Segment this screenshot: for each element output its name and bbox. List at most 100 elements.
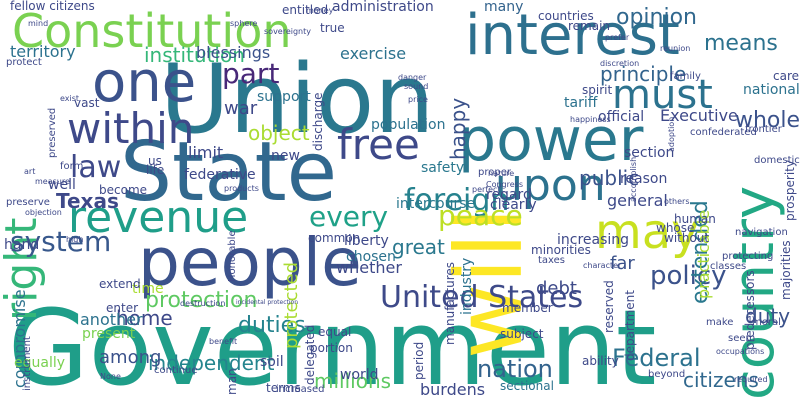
word-peace: peace [438, 199, 523, 232]
word-home: home [116, 306, 173, 330]
word-state: State [120, 125, 338, 220]
word-present: present [82, 326, 136, 342]
word-confederated: confederated [690, 127, 757, 138]
word-far: far [610, 253, 635, 274]
word-national: national [743, 82, 800, 98]
word-prosperity: prosperity [783, 160, 797, 221]
word-whether: whether [336, 258, 402, 277]
word-without: without [664, 231, 710, 245]
word-spirit: spirit [582, 83, 613, 97]
word-among: among [99, 347, 162, 368]
word-remain: remain [568, 19, 611, 33]
word-extend: extend [99, 277, 141, 291]
word-regard: regard [486, 187, 532, 203]
word-exercise: exercise [340, 44, 407, 63]
word-united-states: United States [380, 280, 584, 315]
word-federative: federative [184, 167, 256, 183]
word-portion: portion [310, 341, 353, 355]
word-benefit: benefit [209, 337, 238, 346]
word-form: form [60, 161, 84, 172]
word-protect: protect [6, 57, 42, 68]
word-beyond: beyond [648, 369, 686, 380]
word-fellow-citizens: fellow citizens [10, 0, 95, 13]
word-may: may [595, 204, 700, 260]
word-duties: duties [238, 313, 306, 338]
word-make: make [706, 317, 734, 328]
word-danger: danger [398, 73, 427, 82]
word-increasing: increasing [557, 232, 630, 248]
word-character: character [583, 261, 622, 270]
word-administration: administration [332, 0, 434, 15]
word-moral: moral [752, 317, 781, 328]
word-adoption: adoption [667, 116, 676, 152]
word-minorities: minorities [531, 243, 591, 257]
word-another: another [80, 310, 143, 329]
word-vast: vast [74, 96, 100, 110]
word-man: man [225, 368, 239, 395]
word-human: human [674, 212, 716, 226]
word-hand: hand [4, 237, 40, 253]
word-free: free [337, 120, 420, 169]
word-enter: enter [106, 301, 139, 315]
word-debt: debt [536, 278, 577, 299]
word-instrument: instrument [22, 336, 33, 391]
word-frontier: frontier [745, 124, 782, 135]
word-section: section [624, 145, 675, 161]
word-millions: millions [314, 369, 392, 393]
word-protecting: protecting [722, 251, 774, 262]
word-sphere: sphere [230, 19, 258, 28]
word-others: others [664, 197, 690, 206]
word-law: law [70, 150, 122, 185]
word-terms: terms [266, 381, 301, 395]
word-intercourse: intercourse [396, 196, 476, 212]
word-countries: countries [538, 9, 594, 23]
word-occupations: occupations [716, 347, 765, 356]
word-whole: whole [735, 108, 800, 133]
word-perfect: perfect [472, 185, 501, 194]
word-general: general [607, 191, 668, 210]
word-exist: exist [60, 94, 80, 103]
word-safety: safety [421, 160, 465, 176]
word-revenue: revenue [68, 192, 249, 243]
word-tariff: tariff [564, 95, 598, 111]
word-within: within [67, 104, 195, 153]
word-congress: Congress [486, 180, 523, 189]
word-navigation: navigation [735, 227, 788, 238]
word-common: common [308, 231, 361, 245]
word-period: period [412, 341, 426, 380]
word-one: one [92, 50, 197, 115]
word-chosen: chosen [346, 249, 396, 265]
word-money: money [306, 6, 334, 15]
word-texas: Texas [56, 189, 119, 213]
word-proper: proper [478, 167, 511, 178]
word-part: part [222, 57, 280, 90]
word-entitled: entitled [282, 3, 329, 17]
word-happiness: happiness [570, 115, 611, 124]
word-duty: duty [745, 304, 791, 328]
word-incidental-protection: incidental protection [236, 299, 298, 306]
word-classes: classes [710, 261, 747, 272]
word-reason: reason [620, 171, 668, 187]
word-products: products [224, 184, 259, 193]
word-great: great [392, 235, 445, 259]
word-measure: measure [35, 177, 70, 186]
word-become: become [99, 183, 148, 197]
word-discharge: discharge [311, 92, 325, 151]
word-territory: territory [10, 42, 76, 61]
word-nature: nature [488, 169, 515, 178]
word-federal: Federal [612, 344, 701, 372]
word-time: time [132, 281, 164, 297]
word-liberty: liberty [344, 233, 389, 249]
word-discretion: discretion [600, 59, 640, 68]
word-reunion: reunion [660, 44, 691, 53]
word-citizens: citizens [683, 368, 759, 392]
word-clearly: clearly [490, 197, 537, 213]
word-subject: subject [500, 327, 544, 341]
word-constitution: Constitution [12, 4, 292, 58]
word-population: population [371, 117, 446, 133]
word-member: member [502, 301, 553, 315]
word-war: war [224, 98, 258, 119]
word-support: support [257, 89, 311, 105]
word-upon: upon [495, 160, 606, 211]
